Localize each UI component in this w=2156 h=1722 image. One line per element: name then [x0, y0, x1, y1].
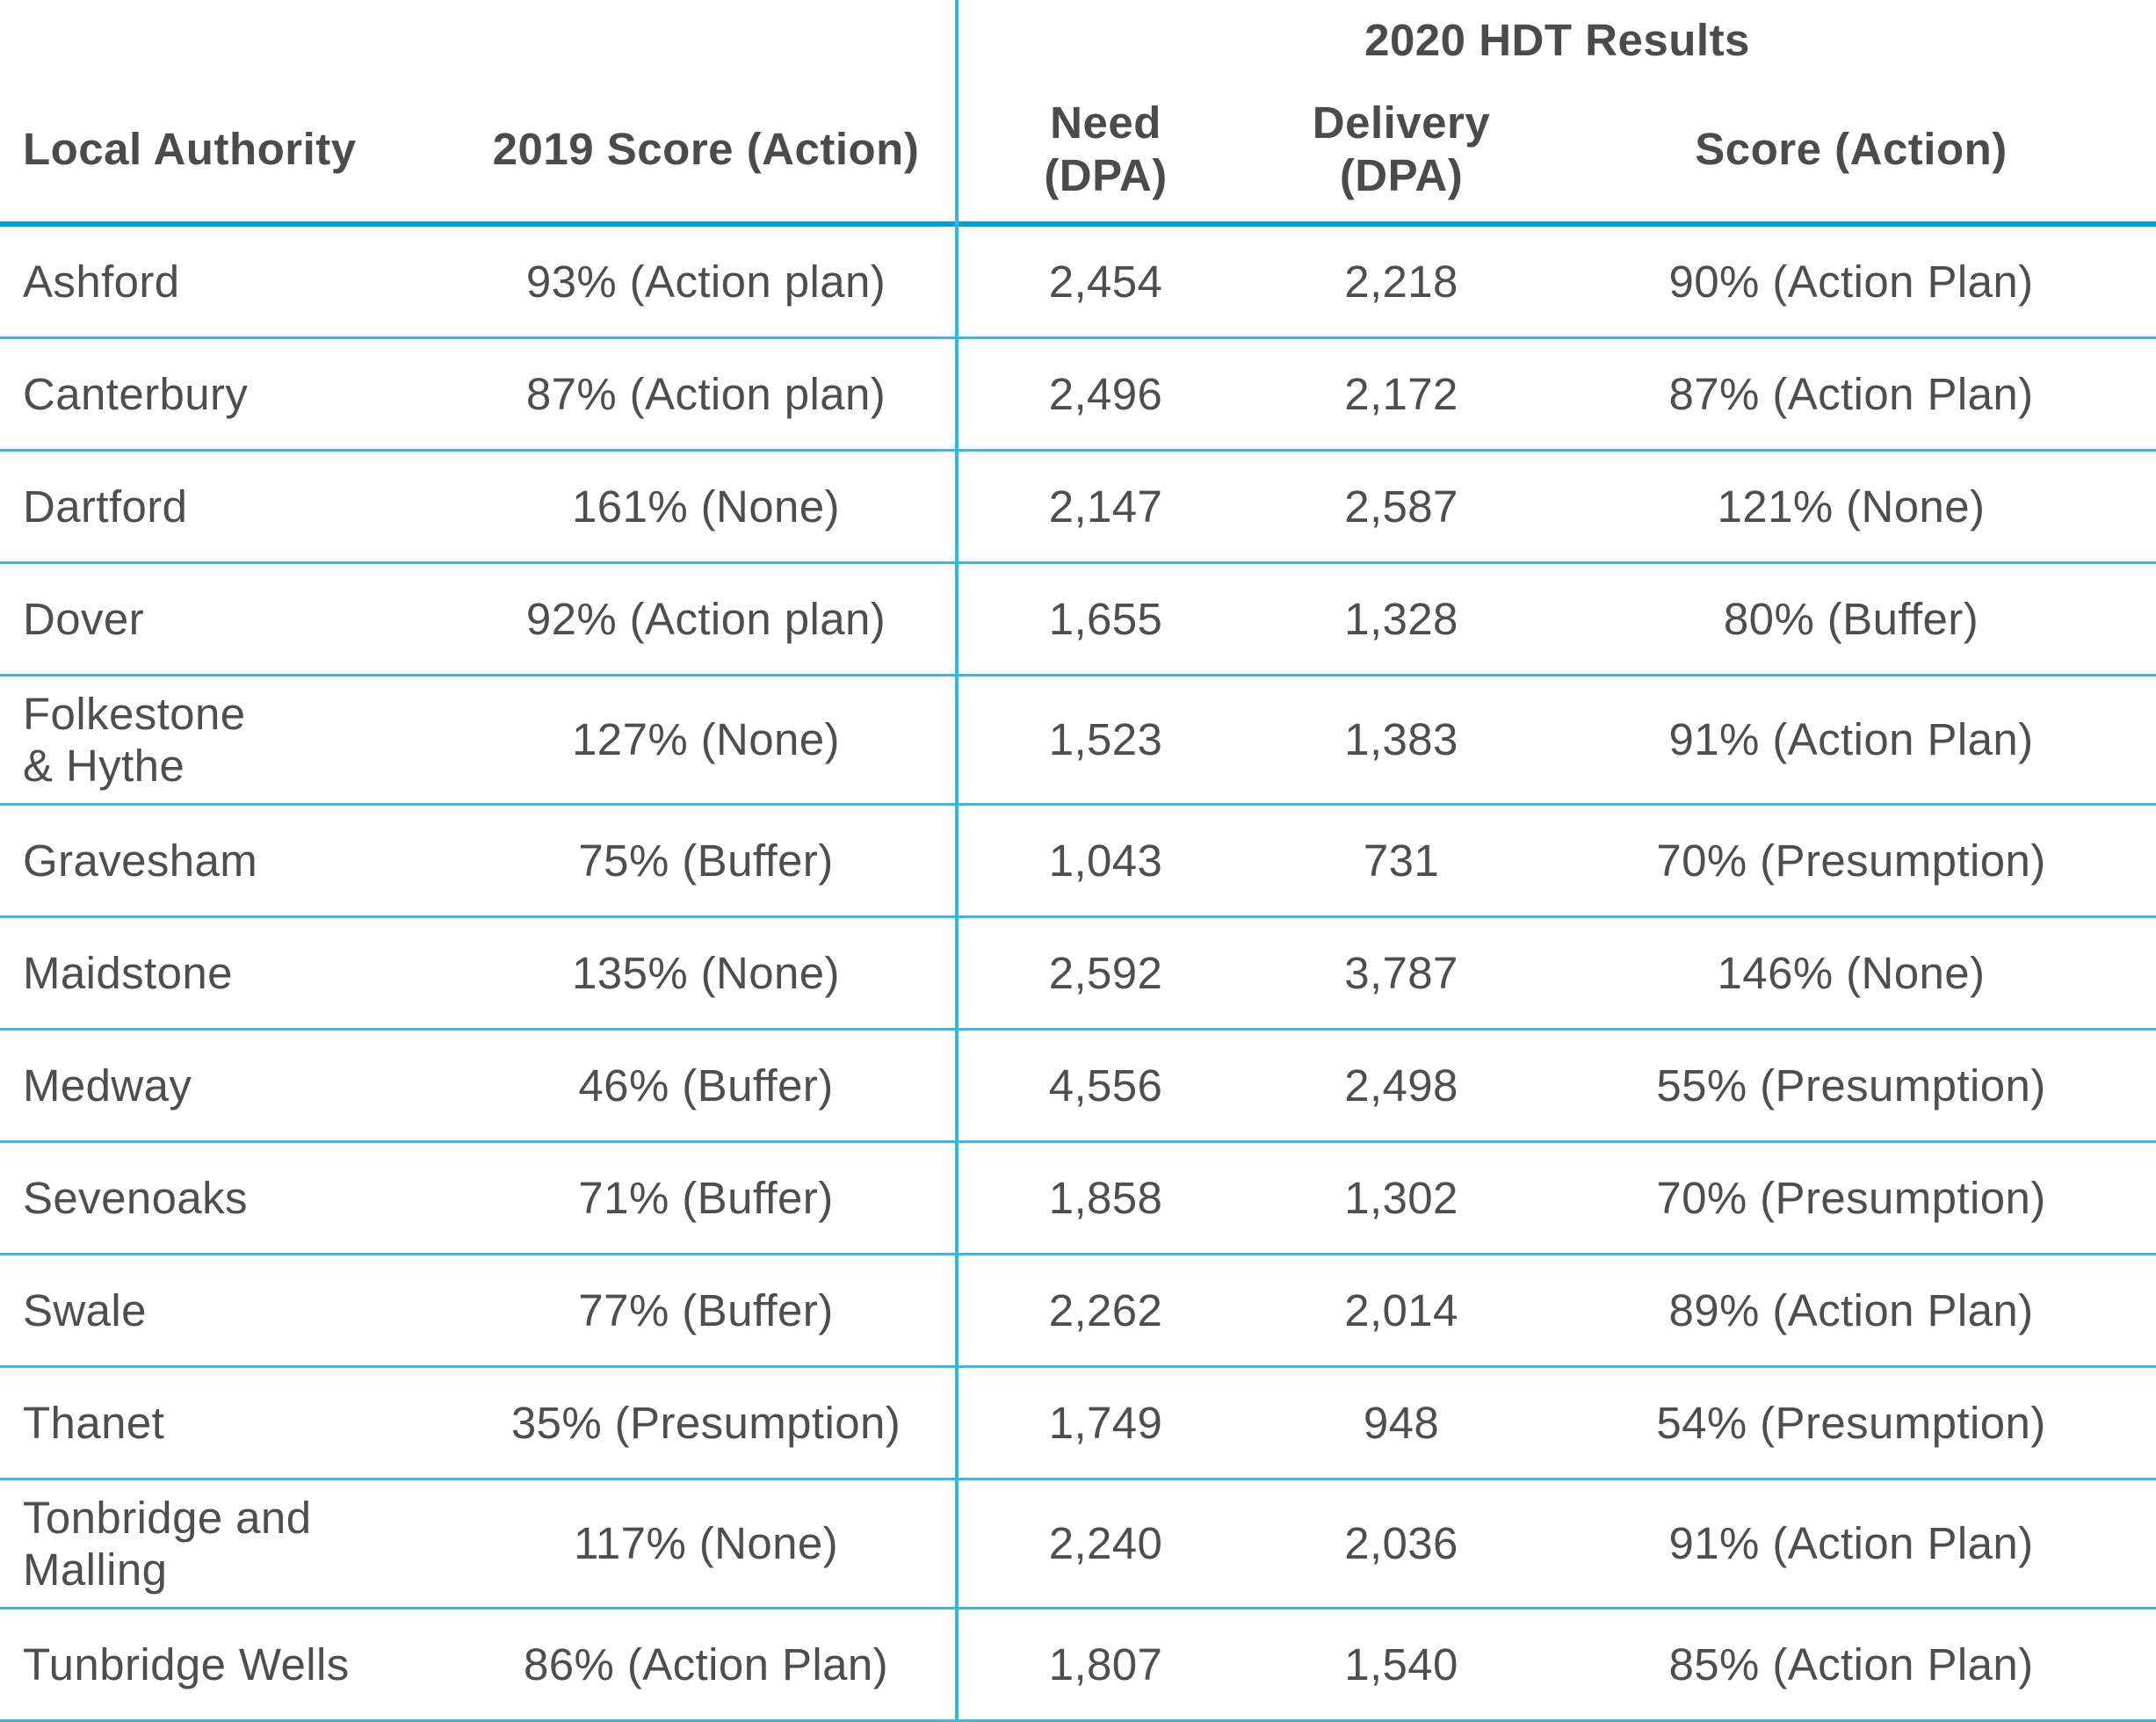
cell-2020-score: 91% (Action Plan): [1668, 1518, 2034, 1569]
table-row-thanet: Thanet 35% (Presumption) 1,749 948 54% (…: [0, 1368, 2156, 1480]
cell-need: 1,749: [1048, 1397, 1163, 1448]
cell-need: 2,262: [1048, 1284, 1163, 1335]
cell-delivery: 3,787: [1344, 947, 1458, 998]
header-2020-score: Score (Action): [1695, 123, 2008, 174]
cell-need: 4,556: [1048, 1060, 1163, 1111]
cell-2020-score: 87% (Action Plan): [1668, 368, 2034, 419]
cell-local-authority: Maidstone: [23, 947, 233, 998]
cell-delivery: 731: [1363, 835, 1440, 886]
cell-2020-score: 91% (Action Plan): [1668, 714, 2034, 765]
column-headers-row: Local Authority 2019 Score (Action) Need…: [0, 77, 2156, 221]
cell-2019-score: 75% (Buffer): [578, 835, 834, 886]
cell-2019-score: 127% (None): [572, 714, 840, 765]
cell-local-authority: Tunbridge Wells: [23, 1639, 350, 1689]
cell-delivery: 1,540: [1344, 1639, 1458, 1689]
table-header: 2020 HDT Results Local Authority 2019 Sc…: [0, 0, 2156, 227]
cell-local-authority: Thanet: [23, 1397, 165, 1448]
cell-need: 1,858: [1048, 1172, 1163, 1223]
table-row-folkestone-hythe: Folkestone & Hythe 127% (None) 1,523 1,3…: [0, 676, 2156, 806]
cell-local-authority: Dartford: [23, 481, 188, 532]
cell-delivery: 2,014: [1344, 1284, 1458, 1335]
cell-delivery: 948: [1363, 1397, 1440, 1448]
table-row-ashford: Ashford 93% (Action plan) 2,454 2,218 90…: [0, 227, 2156, 339]
table-row-tunbridge-wells: Tunbridge Wells 86% (Action Plan) 1,807 …: [0, 1610, 2156, 1722]
table-row-dover: Dover 92% (Action plan) 1,655 1,328 80% …: [0, 564, 2156, 676]
cell-2020-score: 90% (Action Plan): [1668, 256, 2034, 307]
cell-need: 2,592: [1048, 947, 1163, 998]
table-row-sevenoaks: Sevenoaks 71% (Buffer) 1,858 1,302 70% (…: [0, 1143, 2156, 1255]
cell-2019-score: 161% (None): [572, 481, 840, 532]
column-group-divider: [955, 0, 959, 1720]
cell-2019-score: 117% (None): [573, 1518, 839, 1569]
cell-2020-score: 70% (Presumption): [1656, 835, 2046, 886]
cell-delivery: 1,328: [1344, 593, 1458, 644]
cell-need: 1,655: [1048, 593, 1163, 644]
group-header-2020-hdt-results: 2020 HDT Results: [1364, 15, 1750, 65]
cell-local-authority: Sevenoaks: [23, 1172, 248, 1223]
table-row-canterbury: Canterbury 87% (Action plan) 2,496 2,172…: [0, 339, 2156, 452]
cell-need: 2,147: [1048, 481, 1163, 532]
cell-2019-score: 71% (Buffer): [578, 1172, 834, 1223]
cell-2020-score: 85% (Action Plan): [1668, 1639, 2034, 1689]
cell-2020-score: 121% (None): [1717, 481, 1986, 532]
table-row-dartford: Dartford 161% (None) 2,147 2,587 121% (N…: [0, 452, 2156, 564]
cell-local-authority: Folkestone & Hythe: [23, 688, 246, 791]
cell-delivery: 2,218: [1344, 256, 1458, 307]
header-delivery-dpa: Delivery (DPA): [1312, 97, 1491, 200]
cell-local-authority: Swale: [23, 1284, 147, 1335]
cell-delivery: 2,036: [1344, 1518, 1458, 1569]
cell-need: 1,523: [1048, 714, 1163, 765]
header-local-authority: Local Authority: [23, 123, 357, 174]
cell-2019-score: 87% (Action plan): [525, 368, 886, 419]
cell-delivery: 1,383: [1344, 714, 1458, 765]
cell-delivery: 2,172: [1344, 368, 1458, 419]
table-row-medway: Medway 46% (Buffer) 4,556 2,498 55% (Pre…: [0, 1031, 2156, 1143]
cell-local-authority: Ashford: [23, 256, 180, 307]
cell-2019-score: 135% (None): [572, 947, 840, 998]
cell-local-authority: Dover: [23, 593, 145, 644]
table-row-swale: Swale 77% (Buffer) 2,262 2,014 89% (Acti…: [0, 1255, 2156, 1368]
cell-need: 2,496: [1048, 368, 1163, 419]
cell-2019-score: 92% (Action plan): [525, 593, 886, 644]
cell-2020-score: 54% (Presumption): [1656, 1397, 2046, 1448]
cell-2020-score: 146% (None): [1717, 947, 1986, 998]
cell-2019-score: 35% (Presumption): [510, 1397, 901, 1448]
cell-2019-score: 77% (Buffer): [578, 1284, 834, 1335]
header-2019-score: 2019 Score (Action): [492, 123, 920, 174]
cell-need: 2,454: [1048, 256, 1163, 307]
cell-2020-score: 55% (Presumption): [1656, 1060, 2046, 1111]
cell-need: 1,043: [1048, 835, 1163, 886]
cell-local-authority: Gravesham: [23, 835, 258, 886]
header-need-dpa: Need (DPA): [1044, 97, 1168, 200]
cell-delivery: 2,587: [1344, 481, 1458, 532]
table-row-tonbridge-malling: Tonbridge and Malling 117% (None) 2,240 …: [0, 1480, 2156, 1610]
cell-2020-score: 80% (Buffer): [1723, 593, 1979, 644]
table-row-gravesham: Gravesham 75% (Buffer) 1,043 731 70% (Pr…: [0, 806, 2156, 918]
cell-delivery: 2,498: [1344, 1060, 1458, 1111]
cell-local-authority: Tonbridge and Malling: [23, 1492, 312, 1595]
cell-need: 2,240: [1048, 1518, 1163, 1569]
cell-need: 1,807: [1048, 1639, 1163, 1689]
cell-local-authority: Canterbury: [23, 368, 249, 419]
cell-local-authority: Medway: [23, 1060, 192, 1111]
cell-2019-score: 46% (Buffer): [578, 1060, 834, 1111]
cell-2020-score: 70% (Presumption): [1656, 1172, 2046, 1223]
cell-delivery: 1,302: [1344, 1172, 1458, 1223]
cell-2019-score: 86% (Action Plan): [524, 1639, 888, 1689]
cell-2019-score: 93% (Action plan): [525, 256, 886, 307]
table-row-maidstone: Maidstone 135% (None) 2,592 3,787 146% (…: [0, 918, 2156, 1031]
cell-2020-score: 89% (Action Plan): [1668, 1284, 2034, 1335]
